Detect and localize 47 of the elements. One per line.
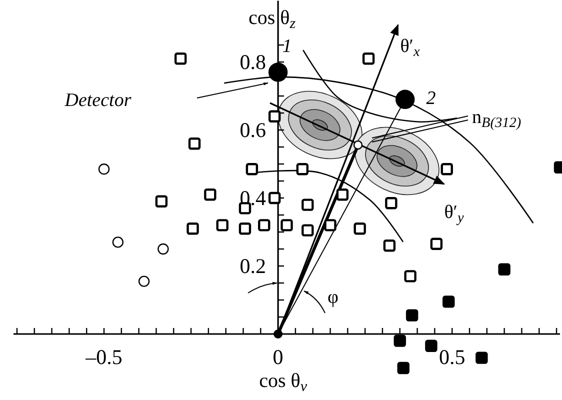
point [336,188,349,201]
annotation: θ′$_{y}$ [444,202,464,226]
point [425,340,438,352]
point [440,163,453,176]
annotation: Detector [64,90,132,111]
point [362,52,375,65]
point [268,110,281,122]
point [394,334,406,347]
point [258,219,270,232]
point [188,138,201,150]
point [430,238,443,250]
x-tick-label: 0.5 [438,345,466,369]
point [442,296,455,308]
point [280,219,293,232]
point [174,52,187,65]
point [476,352,488,364]
x-tick-label: 0 [272,345,284,369]
point [268,192,281,204]
point [406,309,418,322]
point [216,219,228,232]
point [385,197,398,210]
point [498,263,510,276]
point [238,222,252,235]
point [397,362,410,374]
point [296,163,309,176]
y-axis-title: cos θ$_{z}$ [248,7,296,32]
point [204,188,216,201]
annotation: θ′$_{x}$ [400,36,420,60]
y-tick-label: 0.2 [240,254,266,278]
y-tick-label: 0.6 [240,118,266,142]
point [353,140,363,150]
annotation: φ [328,287,339,308]
point [404,270,416,282]
x-tick-label: –0.5 [84,345,122,369]
point [246,163,258,176]
point [324,219,336,232]
annotation: 2 [426,88,436,109]
point [302,224,314,236]
point [354,222,366,235]
point [302,198,314,211]
y-tick-label: 0.8 [240,50,266,74]
x-axis-title: cos θ$_{v}$ [259,370,308,395]
point [186,222,199,235]
point [383,240,396,252]
annotation: 1 [282,36,292,57]
annotation: n$_{B(312)}$ [472,107,522,130]
point [155,195,168,208]
